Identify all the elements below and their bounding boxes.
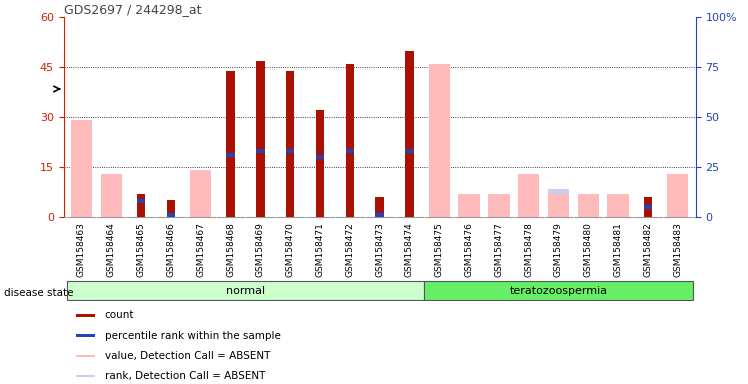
Bar (316, 155, 324, 159)
Text: GSM158480: GSM158480 (583, 222, 593, 277)
Bar (644, 197, 652, 217)
Text: GSM158477: GSM158477 (494, 222, 503, 277)
Bar (67, 281, 424, 300)
Bar (424, 281, 693, 300)
Text: GSM158483: GSM158483 (673, 222, 682, 277)
Bar (346, 149, 354, 153)
Text: GSM158469: GSM158469 (256, 222, 265, 277)
Text: GSM158465: GSM158465 (137, 222, 146, 277)
Bar (488, 194, 509, 217)
Text: teratozoospermia: teratozoospermia (509, 286, 607, 296)
Bar (607, 194, 629, 217)
Bar (346, 64, 354, 217)
Text: GSM158467: GSM158467 (196, 222, 205, 277)
Bar (375, 197, 384, 217)
Text: value, Detection Call = ABSENT: value, Detection Call = ABSENT (105, 351, 270, 361)
Bar (227, 71, 235, 217)
Text: GSM158474: GSM158474 (405, 222, 414, 277)
Bar (76, 354, 95, 357)
Text: GSM158482: GSM158482 (643, 222, 652, 277)
Bar (459, 194, 479, 217)
Text: GSM158478: GSM158478 (524, 222, 533, 277)
Text: GSM158466: GSM158466 (166, 222, 176, 277)
Bar (548, 189, 569, 217)
Bar (667, 174, 688, 217)
Bar (375, 213, 384, 217)
Text: GSM158468: GSM158468 (226, 222, 235, 277)
Bar (137, 199, 145, 203)
Text: GSM158475: GSM158475 (435, 222, 444, 277)
Bar (286, 149, 295, 153)
Bar (518, 174, 539, 217)
Bar (256, 149, 265, 153)
Bar (667, 189, 688, 217)
Text: GSM158463: GSM158463 (77, 222, 86, 277)
Bar (100, 174, 122, 217)
Bar (71, 121, 92, 217)
Bar (167, 213, 175, 217)
Bar (167, 200, 175, 217)
Text: GSM158470: GSM158470 (286, 222, 295, 277)
Text: count: count (105, 310, 134, 321)
Bar (548, 194, 569, 217)
Bar (137, 194, 145, 217)
Text: GDS2697 / 244298_at: GDS2697 / 244298_at (64, 3, 201, 16)
Bar (286, 71, 295, 217)
Bar (76, 334, 95, 337)
Bar (429, 64, 450, 217)
Text: GSM158476: GSM158476 (465, 222, 473, 277)
Bar (405, 149, 414, 153)
Text: GSM158464: GSM158464 (107, 222, 116, 277)
Bar (190, 170, 212, 217)
Bar (429, 157, 450, 217)
Text: GSM158481: GSM158481 (613, 222, 622, 277)
Text: GSM158473: GSM158473 (375, 222, 384, 277)
Bar (227, 153, 235, 157)
Text: percentile rank within the sample: percentile rank within the sample (105, 331, 280, 341)
Text: GSM158472: GSM158472 (346, 222, 355, 277)
Bar (644, 205, 652, 209)
Bar (76, 375, 95, 377)
Bar (76, 314, 95, 317)
Bar (256, 61, 265, 217)
Text: normal: normal (226, 286, 265, 296)
Bar (577, 194, 599, 217)
Text: GSM158471: GSM158471 (316, 222, 325, 277)
Bar (405, 51, 414, 217)
Text: GSM158479: GSM158479 (554, 222, 563, 277)
Text: disease state: disease state (4, 288, 73, 298)
Bar (71, 171, 92, 217)
Bar (316, 111, 324, 217)
Text: rank, Detection Call = ABSENT: rank, Detection Call = ABSENT (105, 371, 265, 381)
